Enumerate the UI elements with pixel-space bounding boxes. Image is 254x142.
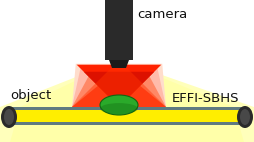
Polygon shape <box>72 76 166 107</box>
Polygon shape <box>72 86 166 107</box>
Ellipse shape <box>100 95 138 115</box>
Text: EFFI-SBHS: EFFI-SBHS <box>172 91 240 105</box>
Bar <box>105 0 133 60</box>
Bar <box>9 107 245 110</box>
Bar <box>9 107 245 125</box>
Ellipse shape <box>4 109 14 125</box>
Polygon shape <box>72 68 166 107</box>
Polygon shape <box>72 64 166 107</box>
Polygon shape <box>0 60 254 142</box>
Polygon shape <box>77 65 161 95</box>
Polygon shape <box>109 60 129 68</box>
Bar <box>9 122 245 125</box>
Ellipse shape <box>240 109 250 125</box>
Bar <box>10 110 244 122</box>
Polygon shape <box>10 60 244 142</box>
Ellipse shape <box>1 106 17 128</box>
Polygon shape <box>84 72 154 107</box>
Text: object: object <box>10 88 51 102</box>
Ellipse shape <box>100 103 138 114</box>
Ellipse shape <box>237 106 253 128</box>
Text: camera: camera <box>137 8 187 21</box>
Polygon shape <box>72 60 166 107</box>
